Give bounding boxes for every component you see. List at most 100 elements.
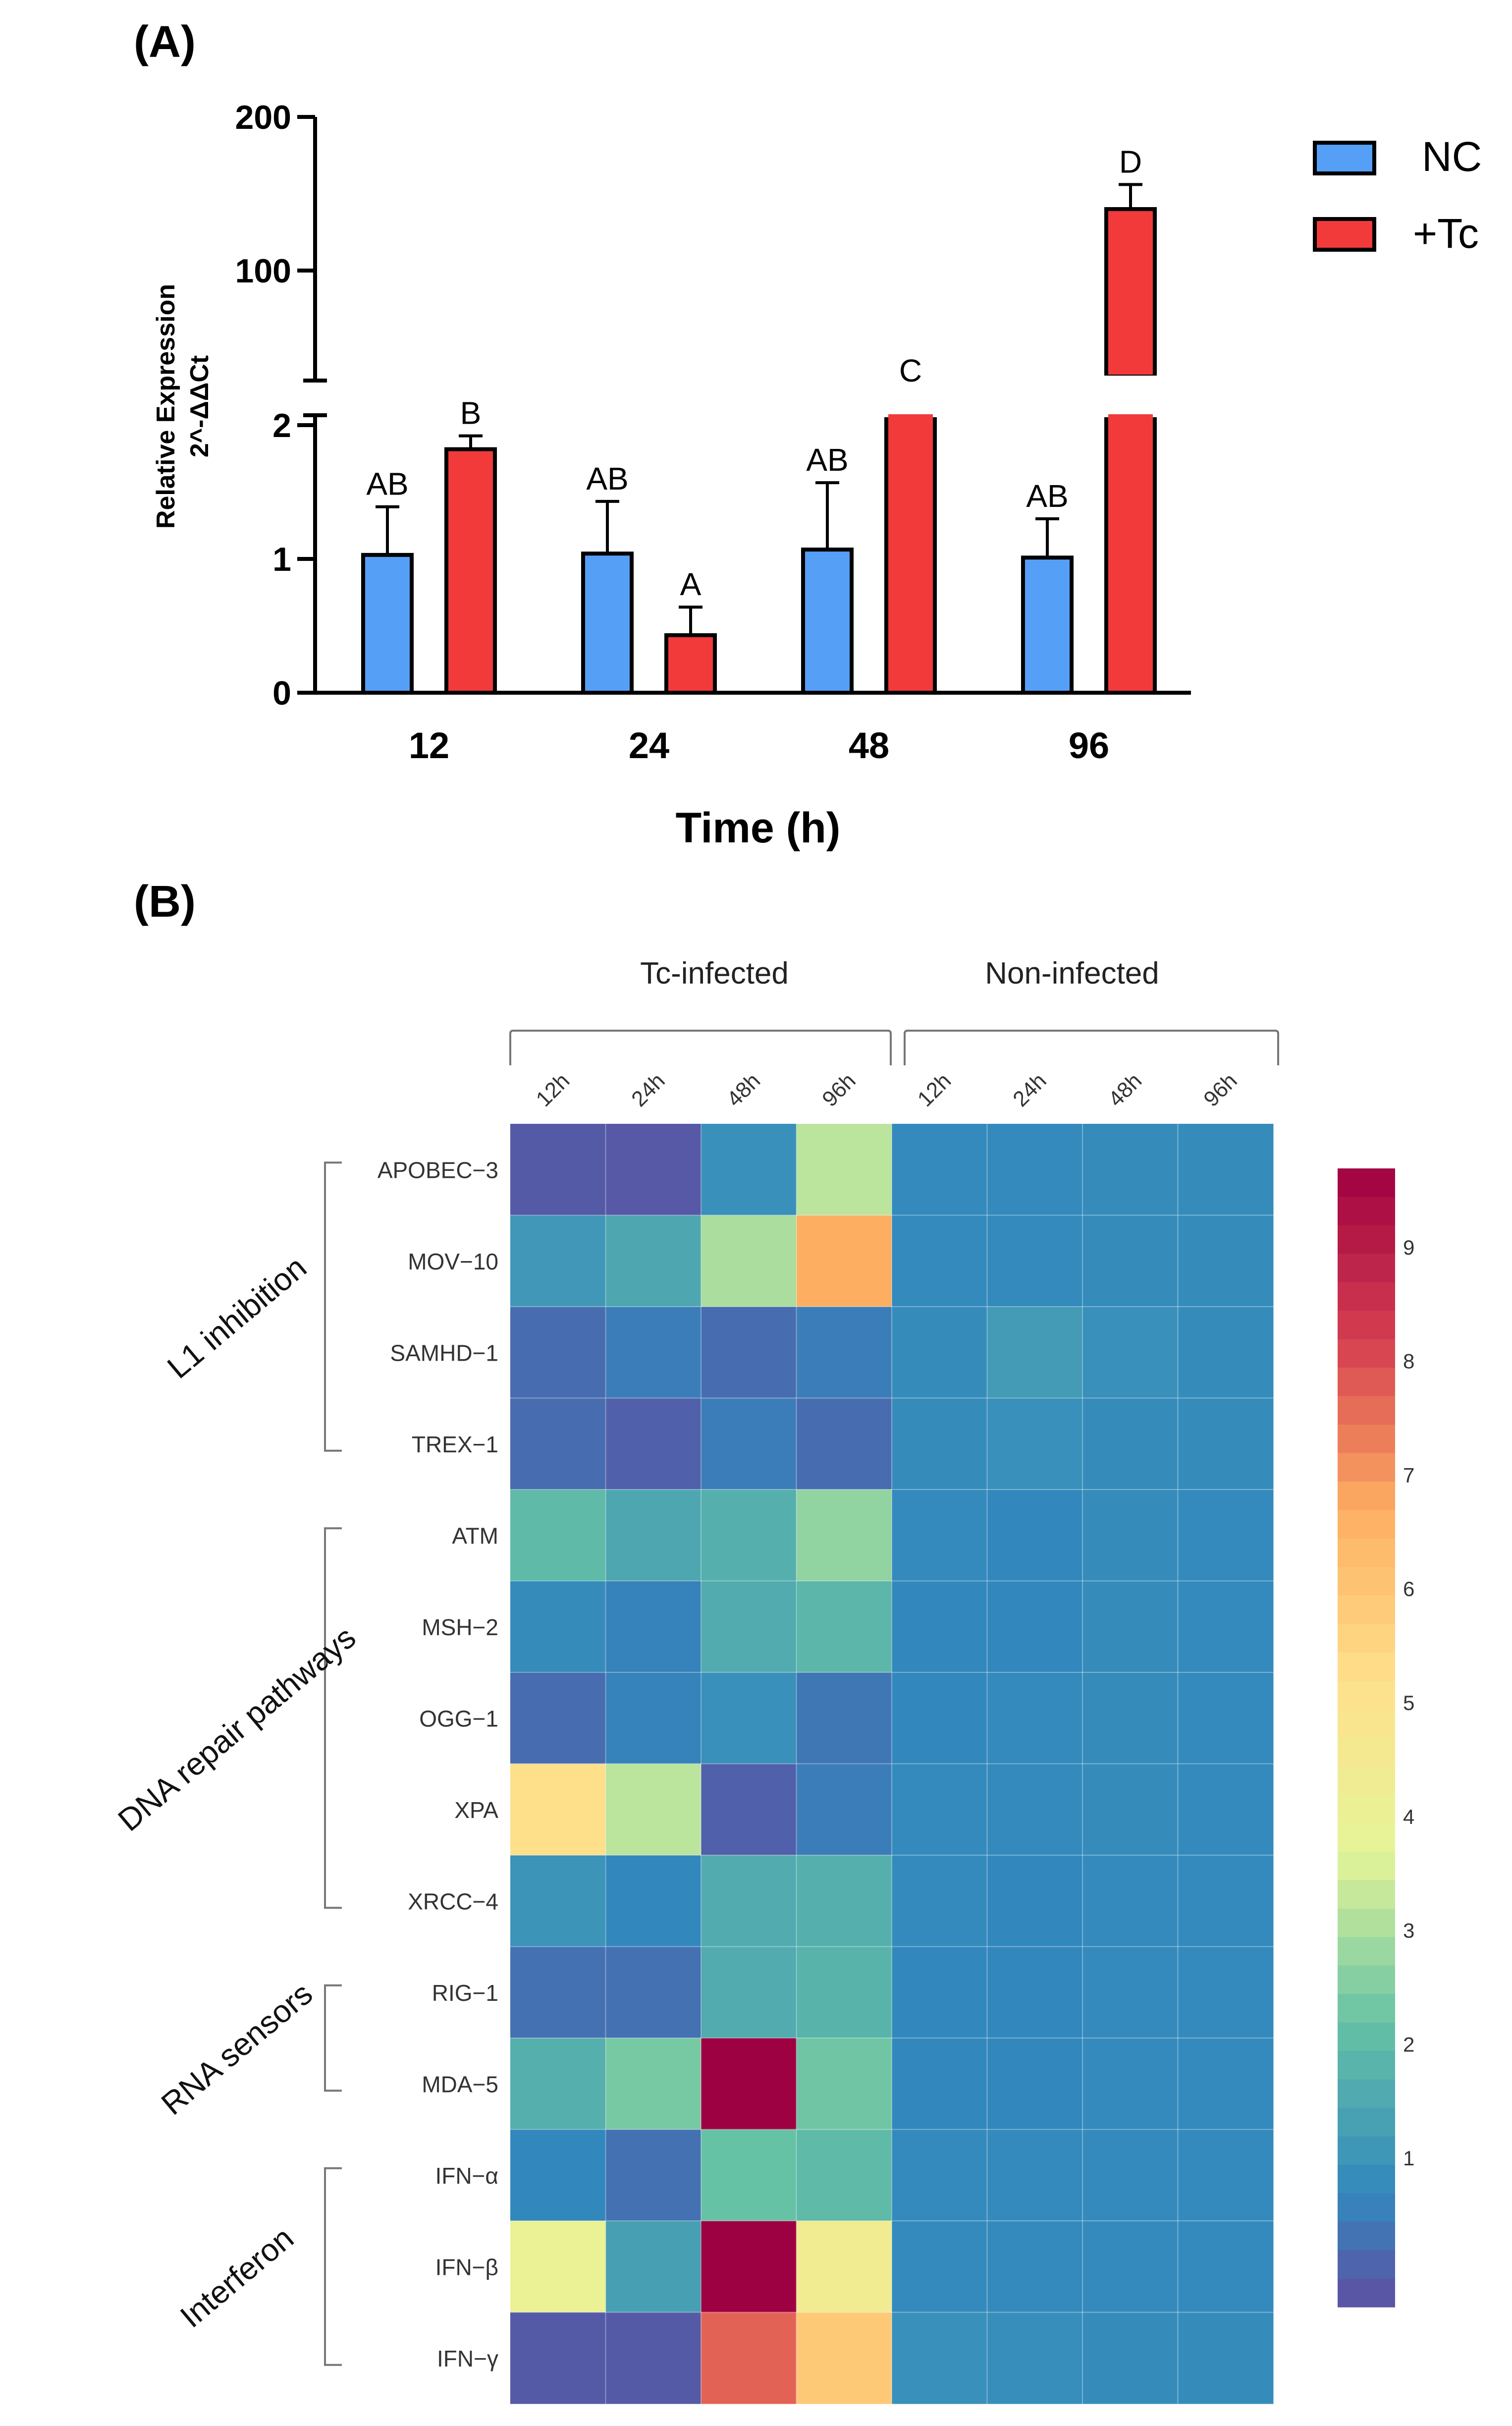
heatmap-row-label: MOV−10 [408, 1249, 498, 1274]
y-axis-title: Relative Expression 2^-ΔΔCt [152, 284, 214, 529]
colorbar-step [1338, 1168, 1395, 1198]
colorbar-step [1338, 1823, 1395, 1852]
heatmap-cell [1178, 1672, 1274, 1764]
colorbar-step [1338, 1624, 1395, 1653]
row-group-bracket [324, 1527, 342, 1909]
colorbar-tick-label: 7 [1403, 1463, 1414, 1487]
heatmap-cell [605, 1672, 702, 1764]
colorbar-step [1338, 1937, 1395, 1966]
heatmap-cell [701, 2312, 797, 2404]
colorbar-tick-label: 6 [1403, 1577, 1414, 1600]
colorbar-step [1338, 1880, 1395, 1909]
y-tick-label: 200 [235, 99, 291, 136]
heatmap-cell [796, 1581, 892, 1673]
heatmap-cell [1178, 1215, 1274, 1307]
bar-break-edge [888, 414, 933, 420]
heatmap-cell [510, 1764, 606, 1856]
heatmap-cell [1178, 1398, 1274, 1490]
axis-break-gap [883, 376, 938, 417]
heatmap-cell [605, 1124, 702, 1215]
heatmap-cell [701, 1946, 797, 2039]
heatmap-cell [892, 1124, 987, 1215]
heatmap-cell [701, 2038, 797, 2130]
heatmap-cell [892, 1215, 987, 1307]
heatmap-cell [701, 1307, 797, 1398]
legend-entry-tc: +Tc [1313, 210, 1479, 257]
colorbar-step [1338, 1538, 1395, 1567]
heatmap-cell [510, 1855, 606, 1947]
colorbar: 1 2 3 4 5 6 7 8 9 [1338, 1168, 1414, 2308]
heatmap-cell [892, 1855, 987, 1947]
heatmap-cell [605, 1307, 702, 1398]
heatmap-cell [510, 1398, 606, 1490]
heatmap-row-label: XPA [454, 1797, 498, 1823]
x-tick-label: 12 [409, 725, 449, 766]
heatmap-cell [701, 1398, 797, 1490]
heatmap-cell [987, 1946, 1083, 2039]
heatmap-cell [510, 1307, 606, 1398]
significance-letter: D [1119, 144, 1142, 179]
heatmap-cell [1178, 1307, 1274, 1398]
heatmap-cell [892, 2038, 987, 2130]
colorbar-step [1338, 2022, 1395, 2051]
heatmap-cell [1082, 1581, 1178, 1673]
heatmap-column-label: 96h [1199, 1068, 1242, 1111]
colorbar-ticks: 1 2 3 4 5 6 7 8 9 [1403, 1236, 1414, 2170]
heatmap-cell [1082, 1946, 1178, 2039]
heatmap-cell [987, 1215, 1083, 1307]
colorbar-step [1338, 2221, 1395, 2251]
heatmap-cell [510, 2312, 606, 2404]
heatmap-cell [605, 1581, 702, 1673]
bar-upper-segment [1104, 207, 1157, 379]
colorbar-tick-label: 9 [1403, 1236, 1414, 1259]
heatmap-cell [892, 1489, 987, 1581]
heatmap-cell [892, 1307, 987, 1398]
heatmap-cell [796, 1855, 892, 1947]
panel-b-label: (B) [134, 877, 196, 927]
significance-letter: AB [1026, 478, 1068, 514]
heatmap-cell [1178, 1124, 1274, 1215]
colorbar-step [1338, 2278, 1395, 2308]
heatmap-cell [987, 1489, 1083, 1581]
heatmap-column-label: 12h [532, 1068, 575, 1111]
heatmap-cell [605, 1946, 702, 2039]
y-axis-title-line2: 2^-ΔΔCt [185, 355, 214, 457]
heatmap-row-label: IFN−β [435, 2254, 498, 2280]
heatmap-cell [1082, 2129, 1178, 2221]
axis-break-gap [1103, 376, 1158, 417]
significance-letter: AB [366, 466, 408, 502]
heatmap-cell [796, 1946, 892, 2039]
row-group-label: L1 inhibition [161, 1249, 313, 1385]
significance-letter: AB [806, 442, 848, 478]
heatmap-cell [1178, 2312, 1274, 2404]
heatmap-cell [605, 1398, 702, 1490]
heatmap-cell [701, 1124, 797, 1215]
heatmap-cell [1082, 1307, 1178, 1398]
heatmap-cell [796, 2038, 892, 2130]
y-tick-label: 100 [235, 252, 291, 290]
colorbar-step [1338, 2250, 1395, 2279]
legend-entry-nc: NC [1313, 133, 1482, 180]
colorbar-step [1338, 1908, 1395, 1937]
heatmap-row-label: MSH−2 [422, 1614, 498, 1640]
colorbar-step [1338, 1396, 1395, 1425]
heatmap-cell [987, 1581, 1083, 1673]
row-group-bracket [324, 1161, 342, 1452]
heatmap-cell [987, 1672, 1083, 1764]
bar [581, 551, 634, 695]
heatmap-cells [510, 1124, 1274, 2404]
heatmap-column-labels: 12h 24h 48h 96h 12h 24h 48h 96h [532, 1068, 1242, 1111]
heatmap-cell [701, 2129, 797, 2221]
heatmap-row-label: OGG−1 [419, 1706, 498, 1731]
row-group-label: RNA sensors [155, 1976, 319, 2122]
heatmap-cell [701, 1489, 797, 1581]
colorbar-step [1338, 1254, 1395, 1283]
x-tick-label: 24 [629, 725, 669, 766]
heatmap-column-label: 48h [1104, 1068, 1147, 1111]
heatmap-cell [701, 1581, 797, 1673]
colorbar-step [1338, 1794, 1395, 1823]
legend: NC +Tc [1313, 133, 1482, 257]
heatmap-cell [796, 2312, 892, 2404]
heatmap-cell [892, 1946, 987, 2039]
colorbar-step [1338, 1197, 1395, 1226]
